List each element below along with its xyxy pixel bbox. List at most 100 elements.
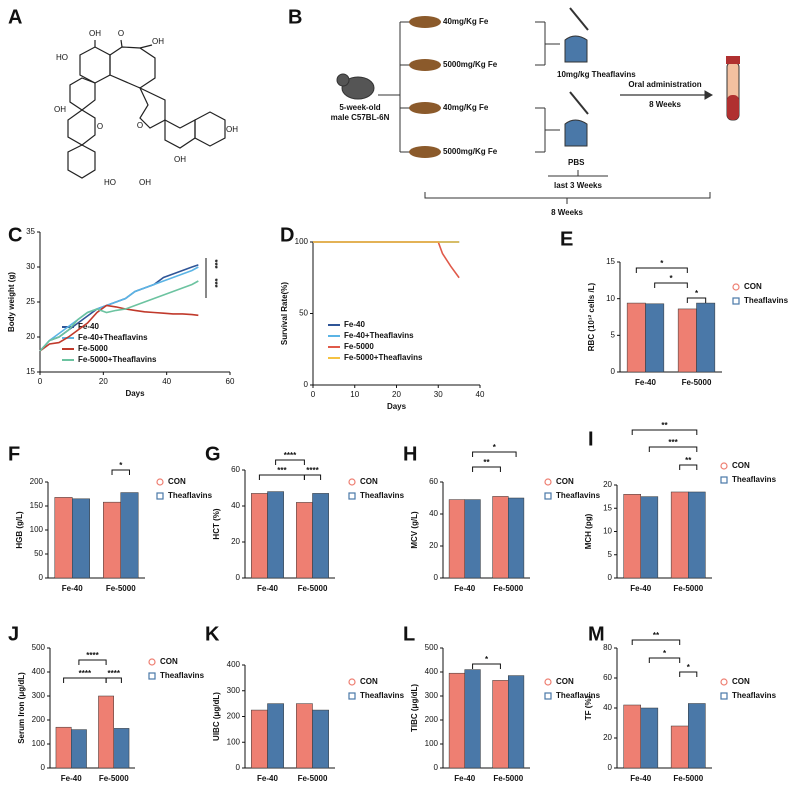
atom-label: OH xyxy=(139,178,151,187)
y-axis-label: TIBC (μg/dL) xyxy=(410,684,419,732)
significance: * xyxy=(493,443,497,452)
x-tick-label: 10 xyxy=(350,390,359,399)
y-tick-label: 60 xyxy=(231,465,240,474)
group-label: 5000mg/Kg Fe xyxy=(443,147,498,156)
bar xyxy=(55,726,72,769)
panel-label: I xyxy=(588,428,594,450)
bar xyxy=(640,496,659,579)
bar xyxy=(120,492,139,579)
sig-bracket xyxy=(654,282,688,288)
legend-label: Theaflavins xyxy=(732,691,777,700)
x-tick-label: 60 xyxy=(226,377,235,386)
x-tick-label: 0 xyxy=(38,377,43,386)
bar xyxy=(71,729,87,769)
x-tick-label: Fe-40 xyxy=(61,774,82,783)
legend-label: CON xyxy=(360,677,378,686)
sig-bracket xyxy=(631,429,698,435)
y-tick-label: 80 xyxy=(603,643,612,652)
bar xyxy=(251,493,268,579)
legend-marker xyxy=(544,478,552,486)
significance: ** xyxy=(653,631,660,640)
y-tick-label: 100 xyxy=(30,525,44,534)
bar xyxy=(670,491,689,579)
x-tick-label: Fe-40 xyxy=(257,584,278,593)
bar xyxy=(492,496,509,579)
legend-label: Fe-5000+Theaflavins xyxy=(344,353,423,362)
y-tick-label: 20 xyxy=(603,733,612,742)
sig-bracket xyxy=(63,677,107,683)
series-line xyxy=(313,241,460,279)
sig-bracket xyxy=(635,267,688,273)
y-tick-label: 5 xyxy=(608,550,613,559)
bar xyxy=(623,494,642,579)
x-tick-label: 0 xyxy=(311,390,316,399)
y-tick-label: 20 xyxy=(26,332,35,341)
legend-label: Theaflavins xyxy=(360,691,405,700)
panel-label: B xyxy=(288,6,302,28)
y-tick-label: 100 xyxy=(425,739,439,748)
x-tick-label: Fe-40 xyxy=(635,378,656,387)
y-axis-label: UIBC (μg/dL) xyxy=(212,692,221,741)
y-tick-label: 35 xyxy=(26,227,35,236)
x-tick-label: Fe-5000 xyxy=(99,774,129,783)
y-tick-label: 0 xyxy=(608,763,613,772)
significance: **** xyxy=(79,669,92,678)
x-tick-label: Fe-40 xyxy=(630,774,651,783)
bar xyxy=(688,491,706,579)
x-tick-label: Fe-5000 xyxy=(682,378,712,387)
sig-bracket xyxy=(679,671,698,677)
y-tick-label: 0 xyxy=(41,763,46,772)
legend-marker xyxy=(156,478,164,486)
x-tick-label: Fe-40 xyxy=(257,774,278,783)
bar xyxy=(677,308,697,373)
bar xyxy=(464,669,481,769)
legend-label: CON xyxy=(732,677,750,686)
panel-label: F xyxy=(8,443,20,465)
bar xyxy=(448,499,465,579)
sig-bracket xyxy=(258,474,305,480)
sig-bracket xyxy=(275,459,305,465)
x-tick-label: Fe-5000 xyxy=(298,584,328,593)
bar xyxy=(626,302,646,373)
legend-marker xyxy=(148,672,156,680)
route-label: Oral administration xyxy=(628,80,701,89)
atom-label: OH xyxy=(54,105,66,114)
legend-label: Theaflavins xyxy=(160,671,205,680)
significance: *** xyxy=(668,438,678,447)
x-tick-label: Fe-5000 xyxy=(673,584,703,593)
x-tick-label: Fe-40 xyxy=(630,584,651,593)
legend-label: CON xyxy=(732,461,750,470)
bar xyxy=(312,709,329,769)
panel-label: C xyxy=(8,224,22,246)
y-axis-label: Survival Rate(%) xyxy=(280,282,289,345)
significance: * xyxy=(695,289,699,298)
legend-label: Theaflavins xyxy=(732,475,777,484)
y-tick-label: 300 xyxy=(425,691,439,700)
sig-bracket xyxy=(679,464,698,470)
significance: * xyxy=(669,274,673,283)
sig-bracket xyxy=(472,451,517,457)
x-tick-label: Fe-5000 xyxy=(673,774,703,783)
y-tick-label: 50 xyxy=(34,549,43,558)
mouse-label: 5-week-old xyxy=(339,103,380,112)
treatment-label: 10mg/kg Theaflavins xyxy=(557,70,636,79)
panel-label: L xyxy=(403,623,415,645)
legend-marker xyxy=(720,678,728,686)
y-axis-label: Body weight (g) xyxy=(7,272,16,332)
legend-label: Theaflavins xyxy=(744,296,789,305)
significance: ** xyxy=(685,456,692,465)
total-duration: 8 Weeks xyxy=(551,208,583,217)
significance: * xyxy=(119,461,123,470)
bar xyxy=(251,709,268,769)
legend-marker xyxy=(720,476,728,484)
mouse-label: male C57BL-6N xyxy=(331,113,390,122)
y-tick-label: 25 xyxy=(26,297,35,306)
group-label: 40mg/Kg Fe xyxy=(443,103,489,112)
y-axis-label: MCH (pg) xyxy=(584,513,593,549)
atom-label: HO xyxy=(56,53,68,62)
y-tick-label: 300 xyxy=(227,686,241,695)
legend-label: Theaflavins xyxy=(556,491,601,500)
bar xyxy=(54,497,73,579)
y-tick-label: 0 xyxy=(236,763,241,772)
